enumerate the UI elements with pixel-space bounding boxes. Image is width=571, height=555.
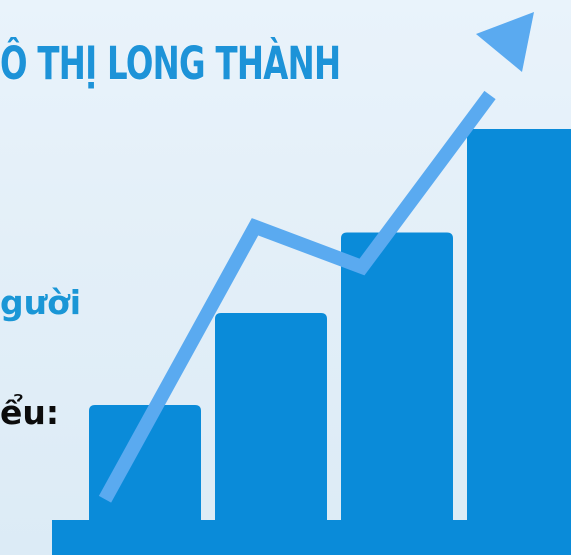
trend-arrow xyxy=(98,12,534,503)
bar-4 xyxy=(467,129,571,520)
arrow-head-icon xyxy=(476,12,534,72)
chart-baseline xyxy=(52,520,571,555)
left-text-fragment-1: gười xyxy=(0,283,82,322)
trend-line xyxy=(98,90,496,503)
bar-3 xyxy=(341,232,453,520)
title-text: Ô THỊ LONG THÀNH xyxy=(0,37,341,90)
bar-group xyxy=(89,129,571,520)
bar-2 xyxy=(215,313,327,520)
left-text-fragment-2: ểu: xyxy=(0,393,60,432)
